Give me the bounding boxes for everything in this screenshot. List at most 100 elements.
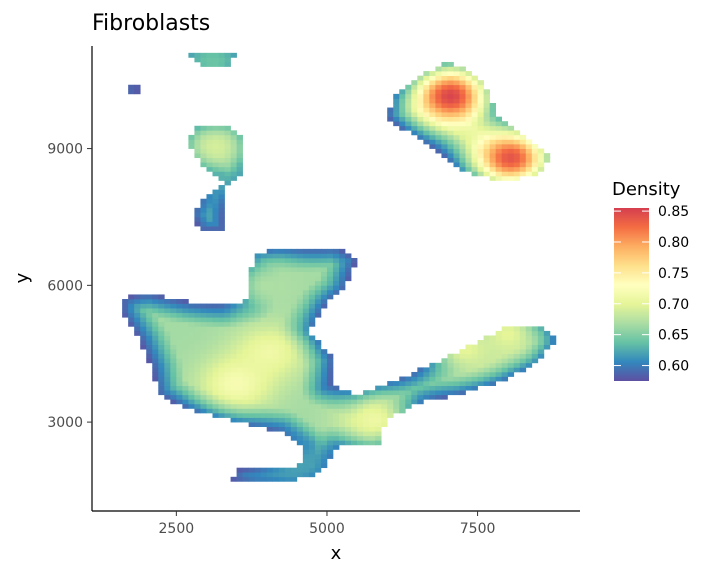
- heatmap-cell: [140, 308, 147, 314]
- legend-tick-label: 0.80: [658, 235, 689, 251]
- heatmap-cell: [411, 376, 418, 382]
- heatmap-cell: [441, 385, 448, 391]
- heatmap-cell: [200, 134, 207, 140]
- heatmap-cell: [182, 317, 189, 323]
- heatmap-cell: [453, 134, 460, 140]
- heatmap-cell: [326, 412, 334, 418]
- heatmap-cell: [206, 308, 213, 314]
- heatmap-cell: [308, 248, 316, 254]
- heatmap-cell: [471, 130, 478, 136]
- heatmap-cell: [176, 376, 183, 382]
- heatmap-cell: [266, 371, 274, 377]
- heatmap-cell: [134, 321, 141, 327]
- heatmap-cell: [224, 180, 231, 186]
- heatmap-cell: [459, 130, 466, 136]
- heatmap-cell: [254, 340, 262, 345]
- heatmap-cell: [152, 362, 159, 368]
- heatmap-cell: [537, 148, 545, 154]
- heatmap-cell: [260, 371, 268, 377]
- heatmap-cell: [345, 435, 352, 441]
- heatmap-cell: [387, 399, 394, 405]
- heatmap-cell: [320, 248, 328, 254]
- heatmap-cell: [302, 440, 310, 446]
- heatmap-cell: [314, 289, 322, 295]
- heatmap-cell: [170, 330, 177, 336]
- heatmap-cell: [326, 280, 334, 286]
- heatmap-cell: [435, 80, 442, 86]
- heatmap-cell: [471, 171, 478, 177]
- heatmap-cell: [272, 276, 280, 282]
- heatmap-cell: [507, 130, 515, 136]
- heatmap-cell: [314, 426, 322, 432]
- heatmap-cell: [194, 144, 201, 149]
- heatmap-cell: [339, 431, 346, 437]
- heatmap-cell: [399, 107, 406, 113]
- heatmap-cell: [435, 376, 442, 382]
- heatmap-cell: [483, 112, 490, 118]
- heatmap-cell: [266, 294, 274, 300]
- heatmap-cell: [200, 57, 207, 63]
- heatmap-cell: [375, 440, 382, 446]
- heatmap-cell: [260, 390, 268, 396]
- heatmap-cell: [302, 376, 310, 382]
- heatmap-cell: [483, 371, 490, 377]
- heatmap-cell: [248, 362, 256, 368]
- heatmap-cell: [188, 381, 195, 386]
- heatmap-cell: [212, 399, 219, 405]
- heatmap-cell: [278, 422, 286, 428]
- heatmap-cell: [405, 125, 412, 131]
- heatmap-cell: [423, 107, 430, 113]
- heatmap-cell: [326, 367, 334, 373]
- heatmap-cell: [326, 454, 334, 459]
- heatmap-cell: [164, 362, 171, 368]
- heatmap-cell: [405, 89, 412, 95]
- heatmap-cell: [248, 267, 256, 273]
- heatmap-cell: [278, 353, 286, 359]
- heatmap-cell: [405, 112, 412, 118]
- heatmap-cell: [272, 390, 280, 396]
- heatmap-cell: [441, 390, 448, 396]
- heatmap-cell: [525, 148, 533, 154]
- heatmap-cell: [405, 121, 412, 127]
- heatmap-cell: [471, 381, 478, 386]
- heatmap-cell: [453, 162, 460, 168]
- heatmap-cell: [519, 330, 527, 336]
- heatmap-cell: [537, 349, 545, 355]
- heatmap-cell: [417, 107, 424, 113]
- heatmap-cell: [242, 358, 249, 364]
- heatmap-cell: [314, 280, 322, 286]
- heatmap-cell: [477, 171, 484, 177]
- heatmap-cell: [278, 349, 286, 355]
- heatmap-cell: [122, 312, 129, 318]
- heatmap-cell: [357, 440, 364, 446]
- heatmap-cell: [501, 175, 509, 181]
- heatmap-cell: [134, 84, 141, 90]
- heatmap-cell: [441, 61, 448, 67]
- heatmap-cell: [459, 358, 466, 364]
- heatmap-cell: [254, 412, 262, 418]
- heatmap-cell: [441, 112, 448, 118]
- heatmap-cell: [284, 276, 292, 282]
- heatmap-cell: [194, 385, 201, 391]
- heatmap-cell: [296, 344, 304, 350]
- heatmap-cell: [212, 148, 219, 154]
- heatmap-cell: [140, 312, 147, 318]
- heatmap-cell: [272, 367, 280, 373]
- heatmap-cell: [507, 175, 515, 181]
- heatmap-cell: [507, 144, 515, 149]
- heatmap-cell: [248, 280, 256, 286]
- heatmap-cell: [345, 262, 352, 268]
- heatmap-cell: [272, 349, 280, 355]
- heatmap-cell: [212, 226, 219, 231]
- heatmap-cell: [194, 408, 201, 414]
- heatmap-cell: [230, 399, 237, 405]
- heatmap-cell: [296, 330, 304, 336]
- heatmap-cell: [218, 52, 225, 58]
- heatmap-cell: [278, 308, 286, 314]
- heatmap-cell: [531, 162, 539, 168]
- heatmap-cell: [236, 476, 243, 482]
- heatmap-cell: [194, 394, 201, 400]
- heatmap-cell: [345, 422, 352, 428]
- heatmap-cell: [158, 294, 165, 300]
- heatmap-cell: [471, 102, 478, 108]
